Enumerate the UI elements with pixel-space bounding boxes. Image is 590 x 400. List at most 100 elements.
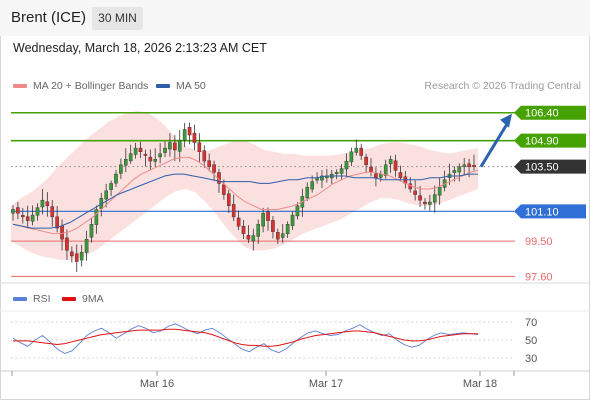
candle-body <box>462 164 466 167</box>
level-tag-104-90 <box>514 133 586 148</box>
candle <box>236 210 241 230</box>
candle-body <box>383 164 388 176</box>
level-label-99-50: 99.50 <box>525 236 553 248</box>
candle-body <box>472 165 476 167</box>
rsi-ma-swatch <box>62 297 76 301</box>
candle-body <box>153 159 158 162</box>
candle <box>285 221 290 239</box>
candle-body <box>182 129 187 141</box>
candle <box>280 224 285 243</box>
candle-body <box>251 235 256 242</box>
candle <box>246 225 251 243</box>
interval-selector[interactable]: 30 MIN <box>92 7 143 30</box>
candle-body <box>133 147 138 155</box>
candle-body <box>168 142 172 150</box>
candle <box>11 205 15 221</box>
candle-body <box>310 181 314 190</box>
candle <box>432 185 437 213</box>
candle-body <box>50 206 55 218</box>
candle <box>457 163 462 182</box>
candle-body <box>158 153 162 158</box>
candle <box>138 141 143 159</box>
rsi-level-label-30: 30 <box>525 353 537 365</box>
ma50-line <box>12 173 478 229</box>
candle-body <box>236 217 241 227</box>
candle <box>437 177 442 205</box>
candle-body <box>123 159 128 166</box>
candle <box>344 153 349 177</box>
candle <box>295 202 300 220</box>
candle-body <box>104 190 108 200</box>
level-label-101-10: 101.10 <box>525 206 559 218</box>
candle-body <box>84 239 89 253</box>
candle-body <box>79 252 84 261</box>
candle-body <box>119 164 123 174</box>
candle-body <box>35 207 40 216</box>
candle <box>94 205 99 234</box>
level-tag-106-40 <box>514 105 586 120</box>
candle <box>202 145 207 168</box>
candle-body <box>202 150 207 162</box>
candle <box>207 153 211 172</box>
rsi-line <box>12 323 479 354</box>
candle-body <box>413 190 417 195</box>
legend-ma20-label: MA 20 + Bollinger Bands <box>33 80 149 92</box>
candle <box>65 229 69 261</box>
candle-body <box>187 127 192 136</box>
candle-body <box>359 147 364 156</box>
candle-body <box>452 170 457 173</box>
candle-body <box>266 211 270 221</box>
candle <box>290 211 295 230</box>
credit-text: Research © 2026 Trading Central <box>424 80 581 92</box>
candle <box>472 154 476 171</box>
candle <box>256 219 261 244</box>
candle <box>45 192 50 217</box>
ma20-line <box>12 156 479 235</box>
candle <box>21 207 25 224</box>
candle-body <box>60 225 64 240</box>
candle <box>388 155 393 173</box>
candle <box>393 154 398 177</box>
candle-body <box>148 156 153 162</box>
candle <box>123 148 128 173</box>
candle <box>418 186 422 208</box>
candle-body <box>30 214 35 222</box>
candle <box>187 122 192 145</box>
timestamp-label: Wednesday, March 18, 2026 2:13:23 AM CET <box>13 41 267 55</box>
candle <box>192 124 197 151</box>
candle-body <box>222 184 226 195</box>
candle <box>104 183 108 208</box>
candle-body <box>418 195 422 201</box>
candle-body <box>192 132 197 143</box>
legend-ma50: MA 50 <box>156 80 206 92</box>
candle <box>320 170 324 188</box>
candle-body <box>261 212 265 227</box>
candle-body <box>271 220 275 232</box>
candle <box>35 203 40 221</box>
candle-body <box>339 168 344 174</box>
candle-body <box>369 166 373 173</box>
forecast-arrow-head <box>500 113 512 128</box>
candle-body <box>334 172 339 174</box>
candle <box>153 148 158 167</box>
candle <box>114 169 118 188</box>
candle-body <box>11 209 15 214</box>
candle <box>55 206 59 233</box>
candle-body <box>89 224 94 238</box>
candle <box>84 230 89 261</box>
candle-body <box>388 159 393 165</box>
candle <box>163 141 167 158</box>
candle-body <box>143 153 148 156</box>
candle <box>423 198 427 210</box>
candle-body <box>45 201 50 206</box>
candle <box>413 180 417 201</box>
candle <box>79 244 84 267</box>
candle-body <box>16 207 20 214</box>
candle <box>359 143 364 160</box>
candle-body <box>40 199 45 208</box>
candle <box>168 133 172 157</box>
candle-body <box>374 173 378 179</box>
candle <box>119 158 123 179</box>
rsi-ma-line <box>13 328 478 347</box>
rsi-level-label-50: 50 <box>525 335 537 347</box>
